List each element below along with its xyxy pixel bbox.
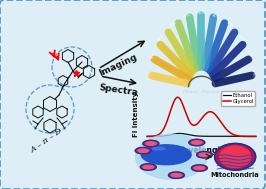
Circle shape — [189, 139, 205, 146]
Circle shape — [200, 153, 210, 157]
Text: 70%: 70% — [169, 21, 178, 28]
Text: 50%: 50% — [198, 11, 205, 15]
Text: A – π – D: A – π – D — [30, 127, 65, 155]
Text: Spectra: Spectra — [98, 83, 138, 97]
Text: 100%: 100% — [147, 70, 152, 80]
Text: 80%: 80% — [158, 34, 166, 42]
Circle shape — [197, 152, 213, 158]
Circle shape — [168, 172, 184, 178]
Ethanol — [159, 135, 162, 137]
Glycerol — [159, 132, 162, 135]
Circle shape — [135, 147, 151, 154]
Glycerol — [146, 135, 149, 138]
Circle shape — [171, 173, 181, 177]
Line: Glycerol: Glycerol — [147, 97, 256, 136]
Circle shape — [146, 142, 156, 146]
Glycerol — [254, 135, 257, 138]
Circle shape — [140, 164, 156, 170]
Text: 30%: 30% — [225, 21, 234, 28]
Glycerol — [224, 128, 227, 130]
Text: Ethanol   Glycerol: Ethanol Glycerol — [183, 90, 220, 94]
Circle shape — [192, 165, 207, 171]
Circle shape — [138, 149, 148, 153]
Ethanol — [146, 135, 149, 137]
Text: Mitochondria: Mitochondria — [211, 172, 260, 178]
Text: Wavelength: Wavelength — [176, 146, 227, 155]
Glycerol — [176, 96, 179, 98]
Ethanol — [214, 135, 217, 137]
Ellipse shape — [215, 143, 256, 170]
Glycerol — [225, 128, 228, 130]
Text: 60%: 60% — [182, 13, 191, 19]
Ethanol — [254, 135, 257, 137]
Ethanol — [253, 135, 256, 137]
Text: FI Intensity: FI Intensity — [133, 91, 139, 137]
Circle shape — [143, 165, 153, 169]
Ethanol — [181, 132, 184, 135]
Ellipse shape — [152, 147, 165, 150]
Ellipse shape — [136, 134, 207, 179]
Text: Imaging: Imaging — [97, 52, 139, 78]
Ethanol — [178, 132, 181, 135]
Ethanol — [225, 135, 228, 137]
Glycerol — [189, 122, 192, 124]
Ethanol — [189, 134, 192, 136]
Circle shape — [194, 166, 205, 170]
Circle shape — [192, 140, 202, 145]
Glycerol — [181, 104, 184, 106]
Text: 90%: 90% — [151, 51, 157, 60]
Circle shape — [143, 140, 159, 147]
Legend: Ethanol, Glycerol: Ethanol, Glycerol — [221, 91, 255, 106]
Ethanol — [224, 135, 227, 137]
Glycerol — [214, 114, 217, 116]
Line: Ethanol: Ethanol — [147, 133, 256, 136]
Text: 10%: 10% — [246, 51, 252, 60]
Circle shape — [141, 145, 191, 165]
Text: 0%: 0% — [251, 72, 256, 78]
Text: 20%: 20% — [237, 34, 245, 42]
Text: 40%: 40% — [212, 13, 221, 19]
Ellipse shape — [220, 146, 251, 167]
